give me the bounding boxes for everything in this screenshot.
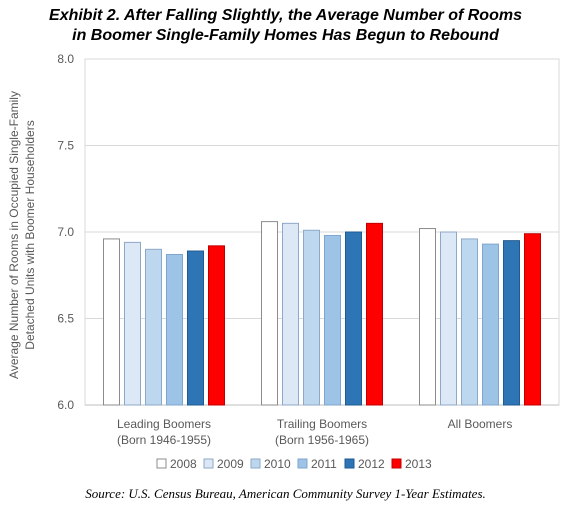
bar-2008-2 <box>419 228 436 406</box>
bar-2009-1 <box>282 222 299 406</box>
bar-2013-1 <box>366 222 383 406</box>
chart-title: Exhibit 2. After Falling Slightly, the A… <box>0 6 571 46</box>
bar-2013-2 <box>524 233 541 406</box>
bar-2008-1 <box>261 221 278 406</box>
y-tick-label-1: 6.5 <box>57 312 74 326</box>
bar-2012-1 <box>345 231 362 406</box>
bar-2011-2 <box>482 243 499 406</box>
bar-chart: 6.0 6.5 7.0 7.5 8.0 Leading Boomers (Born 1946… <box>7 52 560 471</box>
legend-label-2010: 2010 <box>264 457 291 471</box>
bar-2011-1 <box>324 234 341 406</box>
bar-2012-0 <box>187 250 204 406</box>
chart-title-line-2: in Boomer Single-Family Homes Has Begun … <box>72 27 499 44</box>
y-tick-label-2: 7.0 <box>57 225 74 239</box>
bar-2011-0 <box>166 253 183 406</box>
bar-2010-0 <box>145 248 162 406</box>
y-tick-label-0: 6.0 <box>57 398 74 412</box>
legend-swatch-2009 <box>203 458 214 469</box>
chart-title-line-1: Exhibit 2. After Falling Slightly, the A… <box>49 7 522 24</box>
legend-swatch-2012 <box>344 458 355 469</box>
legend-swatch-2013 <box>391 458 402 469</box>
legend-swatch-2008 <box>156 458 167 469</box>
bar-2013-0 <box>208 245 225 406</box>
legend-label-2012: 2012 <box>358 457 385 471</box>
x-category-label-2-0: All Boomers <box>448 417 513 431</box>
x-category-label-1-1: (Born 1956-1965) <box>275 433 369 447</box>
x-category-label-1-0: Trailing Boomers <box>277 417 367 431</box>
source-note: Source: U.S. Census Bureau, American Com… <box>85 486 486 501</box>
legend-label-2011: 2011 <box>311 457 337 471</box>
bar-2010-2 <box>461 238 478 406</box>
bar-2008-0 <box>103 238 120 406</box>
x-category-label-0-0: Leading Boomers <box>117 417 211 431</box>
bar-2012-2 <box>503 240 520 406</box>
legend-swatch-2010 <box>250 458 261 469</box>
legend-label-2008: 2008 <box>170 457 197 471</box>
bar-2009-0 <box>124 241 141 406</box>
legend-label-2009: 2009 <box>217 457 244 471</box>
bar-2010-1 <box>303 229 320 406</box>
legend-swatch-2011 <box>297 458 308 469</box>
y-axis-label-line-0: Average Number of Rooms in Occupied Sing… <box>7 91 21 379</box>
y-tick-label-3: 7.5 <box>57 139 74 153</box>
y-tick-label-4: 8.0 <box>57 52 74 66</box>
legend-label-2013: 2013 <box>405 457 432 471</box>
y-axis-label-line-1: Detached Units with Boomer Householders <box>23 120 37 349</box>
bar-2009-2 <box>440 231 457 406</box>
x-category-label-0-1: (Born 1946-1955) <box>117 433 211 447</box>
